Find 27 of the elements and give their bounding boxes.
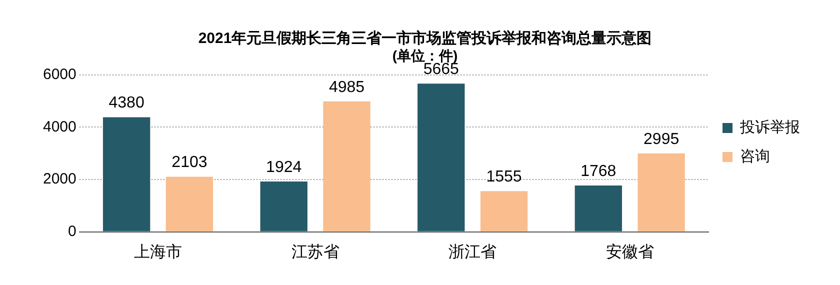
x-tick-label: 江苏省 (291, 242, 340, 261)
bar (418, 84, 465, 232)
y-tick-label: 6000 (42, 66, 76, 83)
data-label: 4380 (108, 94, 144, 112)
bar (323, 101, 370, 232)
bar (260, 181, 308, 232)
bar (480, 191, 528, 232)
x-tick-label: 浙江省 (448, 242, 497, 261)
chart-subtitle: (单位：件) (392, 47, 458, 64)
y-tick-label: 2000 (42, 170, 76, 188)
bar (102, 117, 150, 232)
bar (638, 153, 685, 232)
data-label: 1768 (580, 162, 616, 180)
legend-label: 咨询 (740, 148, 770, 166)
data-label: 1924 (266, 158, 302, 176)
data-label: 2103 (172, 154, 208, 172)
data-label: 4985 (328, 78, 365, 96)
y-tick-label: 4000 (42, 118, 76, 136)
x-tick-label: 安徽省 (606, 242, 654, 261)
x-tick-label: 上海市 (134, 242, 182, 261)
chart-title: 2021年元旦假期长三角三省一市市场监管投诉举报和咨询总量示意图 (198, 29, 652, 48)
data-label: 2995 (644, 130, 680, 148)
legend-label: 投诉举报 (739, 119, 800, 136)
bar (166, 176, 214, 232)
y-tick-label: 0 (68, 222, 76, 240)
data-label: 1555 (486, 168, 522, 186)
bar (574, 186, 622, 232)
